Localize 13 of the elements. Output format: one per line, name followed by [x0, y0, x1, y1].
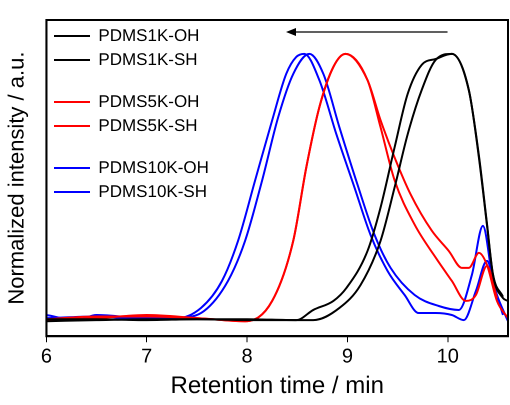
legend-label: PDMS5K-OH: [98, 91, 200, 113]
x-tick-label: 9: [342, 346, 354, 368]
legend-label: PDMS1K-OH: [98, 25, 200, 47]
x-tick-label: 7: [141, 346, 152, 368]
legend-label: PDMS10K-SH: [98, 181, 208, 203]
x-tick-label: 6: [40, 346, 52, 368]
y-axis-title: Normalized intensity / a.u.: [3, 52, 28, 305]
legend-label: PDMS1K-SH: [98, 49, 198, 71]
x-tick-label: 10: [436, 346, 459, 368]
legend-label: PDMS5K-SH: [98, 115, 198, 137]
x-axis-title: Retention time / min: [170, 372, 384, 400]
x-tick-label: 8: [242, 346, 253, 368]
legend-label: PDMS10K-OH: [98, 157, 209, 179]
